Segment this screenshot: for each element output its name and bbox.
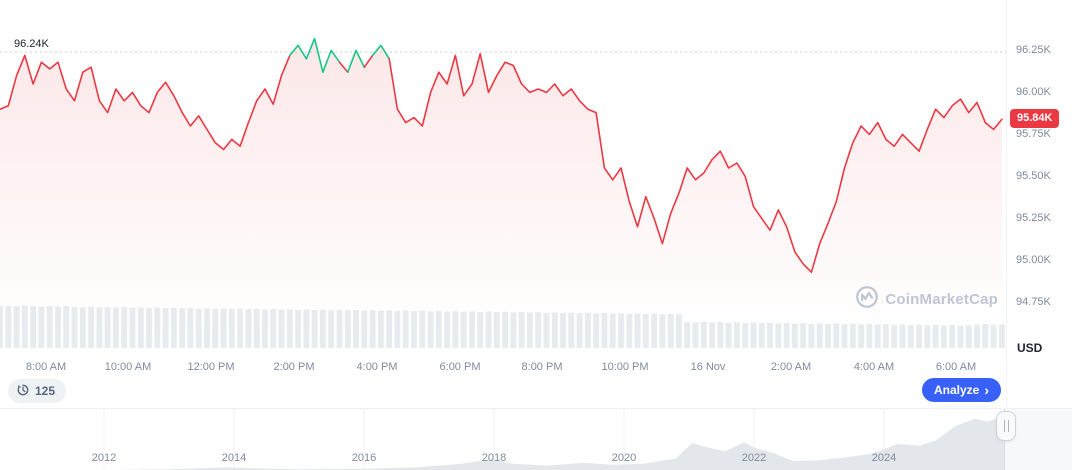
watermark-text: CoinMarketCap [885, 291, 998, 308]
timeline-year-label: 2016 [351, 452, 377, 464]
x-axis-tick: 2:00 AM [770, 361, 812, 373]
timeline-year-label: 2024 [871, 452, 897, 464]
timeline-year-label: 2018 [481, 452, 507, 464]
timeline-scrubber[interactable]: 2012 2014 2016 2018 2020 2022 2024 [0, 408, 1072, 470]
x-axis-tick: 12:00 PM [187, 361, 235, 373]
y-axis-label: 95.00K [1016, 254, 1051, 266]
x-axis-tick: 6:00 AM [935, 361, 977, 373]
history-count: 125 [35, 384, 56, 398]
timeline-year-label: 2012 [91, 452, 117, 464]
coinmarketcap-watermark: CoinMarketCap [855, 285, 998, 314]
y-axis-label: 96.25K [1016, 44, 1051, 56]
chevron-right-icon: › [984, 381, 989, 398]
analyze-label: Analyze [933, 383, 980, 397]
history-badge[interactable]: 125 [8, 379, 67, 403]
current-price-badge: 95.84K [1010, 109, 1060, 129]
timeline-year-label: 2022 [741, 452, 767, 464]
range-handle[interactable] [996, 411, 1016, 441]
y-axis-label: 95.25K [1016, 212, 1051, 224]
x-axis: 8:00 AM 10:00 AM 12:00 PM 2:00 PM 4:00 PM 6:0… [0, 356, 1006, 378]
timeline-year-label: 2014 [221, 452, 247, 464]
currency-unit-label: USD [1017, 341, 1043, 355]
timeline-year-label: 2020 [611, 452, 637, 464]
x-axis-tick: 16 Nov [690, 361, 726, 373]
y-axis-label: 94.75K [1016, 296, 1051, 308]
x-axis-tick: 10:00 AM [104, 361, 152, 373]
coinmarketcap-logo-icon [855, 285, 879, 314]
y-axis-label: 96.00K [1016, 86, 1051, 98]
y-axis-label: 95.75K [1016, 128, 1051, 140]
price-line-svg [0, 37, 1006, 350]
x-axis-tick: 10:00 PM [601, 361, 649, 373]
x-axis-tick: 8:00 PM [521, 361, 563, 373]
x-axis-tick: 2:00 PM [273, 361, 315, 373]
x-axis-tick: 4:00 AM [853, 361, 895, 373]
x-axis-tick: 4:00 PM [356, 361, 398, 373]
y-axis: 95.84K USD 96.25K 96.00K 95.75K 95.50K 95.25… [1006, 0, 1072, 408]
main-chart[interactable]: 96.24K CoinMarketCap [0, 0, 1006, 356]
x-axis-tick: 8:00 AM [25, 361, 67, 373]
history-minichart-svg [103, 409, 1005, 470]
y-axis-label: 95.50K [1016, 170, 1051, 182]
grip-icon [1003, 420, 1009, 432]
chart-controls: 125 Analyze › [0, 378, 1006, 406]
x-axis-tick: 6:00 PM [439, 361, 481, 373]
reference-price-label: 96.24K [14, 38, 49, 50]
history-clock-icon [16, 383, 30, 400]
analyze-button[interactable]: Analyze › [921, 378, 1001, 402]
